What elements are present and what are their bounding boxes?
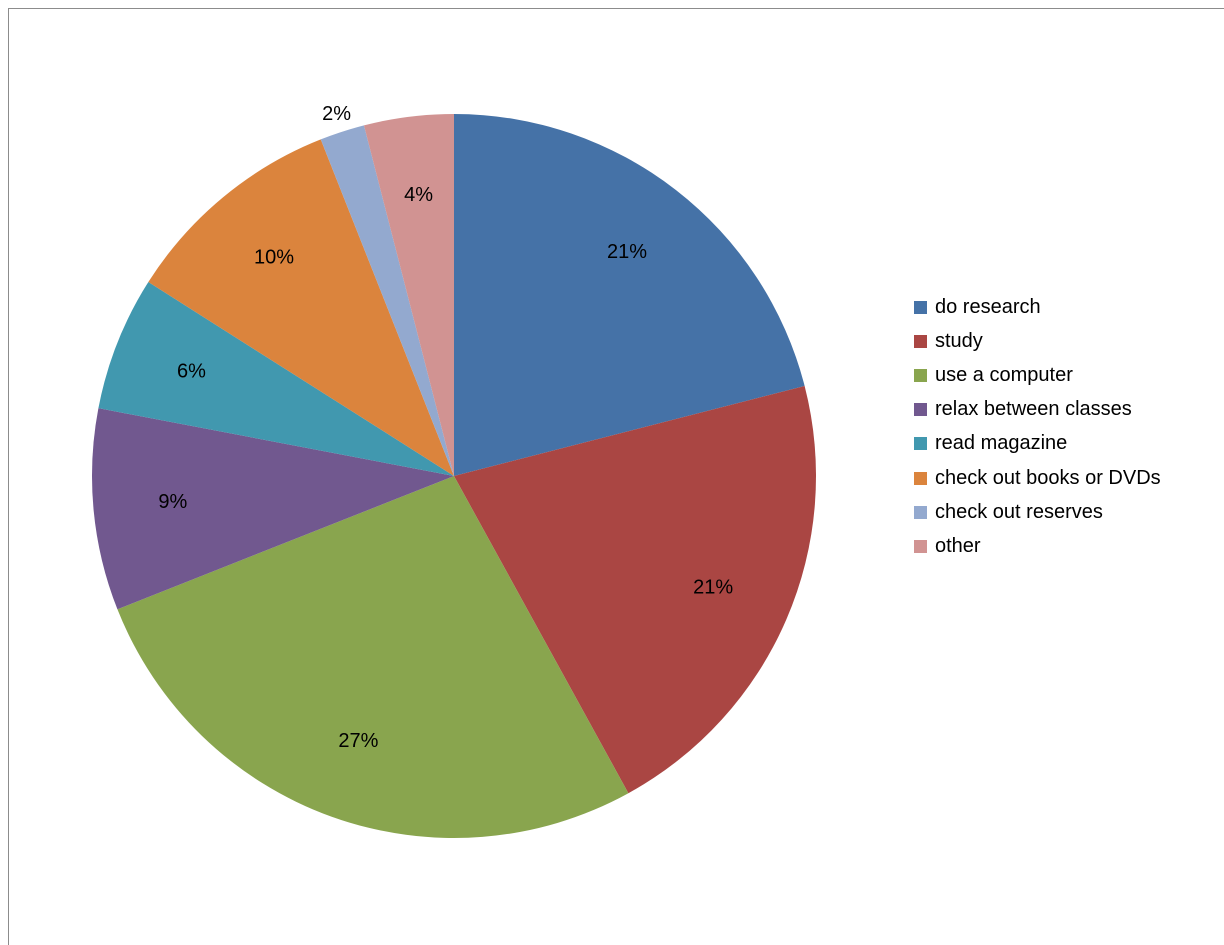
legend-item: do research [914,290,1219,324]
legend-swatch [914,539,927,553]
legend-label: study [935,329,983,352]
legend-item: check out books or DVDs [914,461,1219,495]
legend-label: check out reserves [935,500,1103,523]
legend-swatch [914,334,927,348]
legend-swatch [914,368,927,382]
legend-swatch [914,505,927,519]
pie-slice-check-out-books-or-dvds [148,139,454,477]
pie-slice-check-out-reserves [320,125,454,477]
pie-data-labels: 21% 21% 27% 9% 6% 10% 2% 4% [158,103,733,752]
legend-item: check out reserves [914,495,1219,529]
data-label-check-out-reserves: 2% [322,103,351,125]
legend-item: relax between classes [914,393,1219,427]
pie-slice-other [363,114,454,476]
pie-slice-relax-between-classes [91,408,454,610]
pie-slice-study [454,385,817,794]
data-label-check-out-books-or-dvds: 10% [254,247,294,269]
legend-item: use a computer [914,358,1219,392]
pie-slice-read-magazine [98,282,454,476]
legend-item: study [914,324,1219,358]
legend-label: other [935,534,981,557]
data-label-other: 4% [404,184,433,206]
legend-item: read magazine [914,427,1219,461]
chart-legend: do research study use a computer relax betw… [914,290,1219,564]
legend-swatch [914,437,927,451]
data-label-study: 21% [693,576,733,598]
legend-label: do research [935,295,1041,318]
legend-label: relax between classes [935,398,1132,421]
legend-swatch [914,403,927,417]
data-label-use-a-computer: 27% [338,730,378,752]
legend-label: check out books or DVDs [935,466,1161,489]
legend-swatch [914,471,927,485]
data-label-read-magazine: 6% [177,360,206,382]
pie-slice-use-a-computer [117,476,629,838]
data-label-relax-between-classes: 9% [158,491,187,513]
pie-slice-do-research [454,114,805,476]
legend-label: use a computer [935,363,1073,386]
pie-slices [91,114,817,838]
legend-item: other [914,529,1219,563]
data-label-do-research: 21% [607,241,647,263]
legend-label: read magazine [935,432,1068,455]
legend-swatch [914,300,927,314]
